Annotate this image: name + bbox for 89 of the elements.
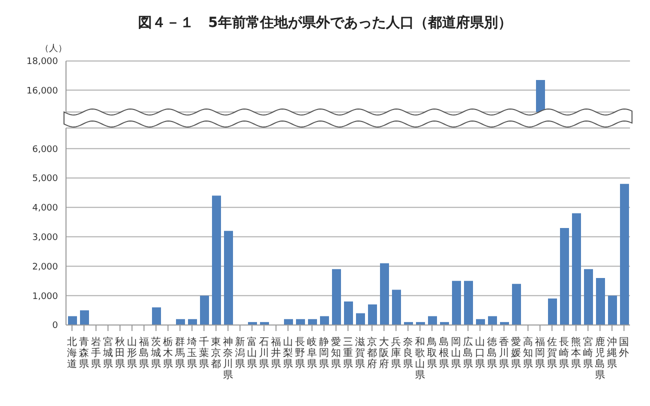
x-tick-label: 山梨県	[283, 336, 293, 370]
bar	[212, 196, 221, 325]
x-tick-label: 群馬県	[174, 336, 185, 370]
bar	[308, 319, 317, 325]
bar	[380, 263, 389, 325]
x-tick-label: 鹿児島県	[595, 336, 605, 381]
x-tick-label: 福岡県	[535, 336, 545, 370]
x-tick-label: 高知県	[523, 336, 533, 370]
x-tick-label: 広島県	[463, 336, 473, 370]
bar	[452, 280, 461, 325]
bar	[584, 269, 593, 325]
bar	[284, 319, 293, 325]
x-tick-label: 青森県	[79, 336, 89, 370]
x-tick-label: 滋賀県	[355, 336, 365, 370]
x-tick-label: 静岡県	[319, 336, 329, 370]
x-tick-label: 富山県	[247, 336, 257, 370]
y-axis-title: （人）	[40, 42, 67, 55]
bar	[548, 298, 557, 325]
y-tick-label: 1,000	[32, 292, 58, 302]
bar	[344, 301, 353, 325]
x-tick-label: 福島県	[139, 336, 149, 370]
y-tick-label: 18,000	[26, 57, 58, 68]
x-tick-label: 新潟県	[235, 336, 245, 370]
bar	[512, 284, 521, 325]
bar	[80, 310, 89, 325]
x-tick-label: 東京都	[211, 336, 221, 370]
x-tick-label: 岐阜県	[307, 336, 317, 370]
chart-title: 図４－１ 5年前常住地が県外であった人口（都道府県別）	[137, 14, 513, 32]
bar	[560, 228, 569, 325]
x-tick-label: 大阪府	[379, 336, 389, 370]
bar	[68, 316, 77, 325]
x-tick-label: 山口県	[475, 336, 485, 370]
x-tick-label: 岡山県	[451, 337, 461, 370]
x-tick-label: 石川県	[259, 337, 269, 370]
bar	[332, 269, 341, 325]
y-tick-label: 16,000	[26, 86, 58, 96]
bar	[476, 319, 485, 325]
x-tick-label: 宮崎県	[583, 336, 593, 370]
x-tick-label: 愛媛県	[511, 336, 521, 370]
x-tick-label: 鳥取県	[426, 336, 437, 370]
bar	[356, 313, 365, 325]
bar	[200, 296, 209, 325]
bar	[320, 316, 329, 325]
x-tick-label: 山形県	[127, 336, 137, 370]
x-tick-label: 国外	[619, 337, 629, 359]
x-tick-label: 岩手県	[91, 336, 101, 370]
x-tick-label: 福井県	[271, 336, 281, 370]
y-tick-label: 4,000	[32, 204, 58, 214]
bar	[608, 296, 617, 325]
bar	[296, 319, 305, 325]
x-tick-label: 愛知県	[331, 336, 341, 370]
x-tick-label: 沖縄県	[606, 336, 617, 370]
x-tick-label: 栃木県	[163, 336, 173, 370]
bar	[224, 230, 233, 325]
y-tick-label: 3,000	[32, 232, 58, 243]
x-tick-label: 埼玉県	[186, 336, 197, 370]
x-tick-label: 千葉県	[199, 336, 209, 370]
bar	[368, 304, 377, 325]
x-tick-label: 兵庫県	[391, 336, 401, 370]
bar	[620, 184, 629, 325]
y-tick-label: 0	[52, 321, 58, 332]
bar	[464, 280, 473, 325]
x-tick-label: 奈良県	[403, 337, 413, 370]
bar	[596, 278, 605, 325]
y-tick-label: 5,000	[32, 174, 58, 184]
bar	[392, 290, 401, 325]
x-tick-label: 三重県	[343, 337, 353, 370]
bar	[572, 213, 581, 325]
bar	[152, 307, 161, 325]
x-tick-label: 長崎県	[559, 337, 569, 370]
x-tick-label: 島根県	[439, 336, 449, 370]
x-tick-label: 北海道	[67, 336, 77, 370]
y-tick-label: 6,000	[32, 144, 58, 155]
bar	[428, 316, 437, 325]
x-tick-label: 神奈川県	[223, 336, 233, 381]
bar	[188, 319, 197, 325]
bar	[176, 319, 185, 325]
x-tick-label: 長野県	[295, 337, 305, 370]
y-tick-label: 2,000	[32, 262, 58, 272]
x-tick-label: 宮城県	[102, 336, 113, 370]
x-tick-label: 秋田県	[115, 336, 125, 370]
x-tick-label: 和歌山県	[415, 336, 425, 381]
x-tick-label: 熊本県	[571, 336, 581, 370]
x-tick-label: 茨城県	[150, 336, 161, 370]
x-tick-label: 徳島県	[487, 337, 497, 370]
x-tick-label: 香川県	[499, 336, 509, 370]
x-tick-label: 佐賀県	[547, 337, 557, 370]
bar	[488, 316, 497, 325]
x-tick-label: 京都府	[367, 336, 377, 370]
